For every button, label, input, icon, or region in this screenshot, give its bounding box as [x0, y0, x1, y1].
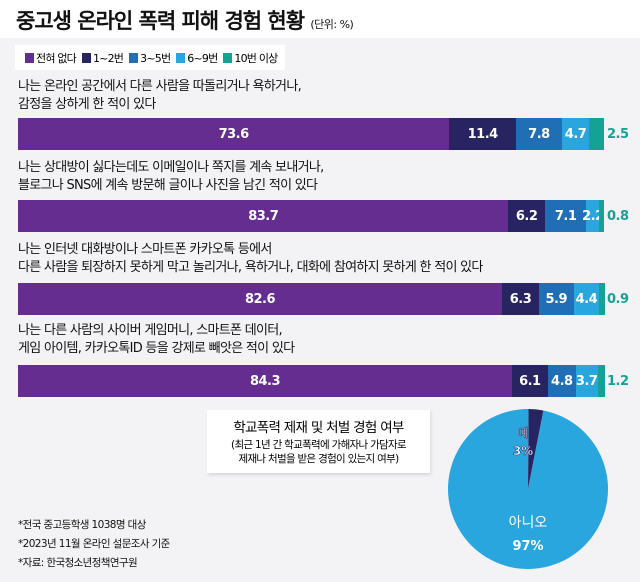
question-line: 나는 상대방이 싫다는데도 이메일이나 쪽지를 계속 보내거나,: [18, 160, 324, 175]
pie-slice: [528, 409, 544, 489]
legend-swatch: [176, 52, 186, 63]
question-label: 나는 온라인 공간에서 다른 사람을 따돌리거나 욕하거나, 감정을 상하게 한 …: [18, 78, 302, 114]
question-label: 나는 다른 사람의 사이버 게임머니, 스마트폰 데이터, 게임 아이템, 카카오…: [18, 322, 295, 358]
data-label: 0.8: [607, 208, 629, 224]
data-label: 3.7: [575, 373, 598, 389]
pie-label: 아니오: [509, 515, 548, 531]
data-label: 11.4: [467, 126, 499, 142]
data-label: 1.2: [607, 373, 629, 389]
legend-label: 3~5번: [140, 51, 171, 65]
data-label: 4.7: [564, 126, 587, 142]
title-text: 중고생 온라인 폭력 피해 경험 현황: [16, 9, 305, 33]
bar-segment: [599, 283, 605, 315]
bar-segment: 6.1: [511, 365, 548, 397]
legend-item: 3~5번: [129, 50, 171, 66]
bar-segment: 3.7: [575, 365, 598, 397]
bar-segment: 73.6: [18, 118, 450, 150]
bar-segment: 4.4: [573, 283, 600, 315]
pie-value-label: 3%: [513, 444, 533, 458]
bar-segment: 4.7: [561, 118, 590, 150]
legend-item: 전혀 없다: [25, 50, 77, 66]
pie-slice: [448, 409, 608, 569]
data-label: 4.8: [551, 373, 573, 389]
bar-segment: 7.8: [516, 118, 562, 150]
bar-segment: 82.6: [18, 283, 503, 315]
legend-swatch: [129, 52, 139, 63]
pie-label: 예: [517, 426, 528, 440]
bar-segment: 83.7: [18, 200, 509, 232]
stacked-bar: 73.6 11.4 7.8 4.7 2.5: [18, 118, 629, 150]
legend-item: 10번 이상: [223, 50, 278, 66]
unit-label: (단위: %): [310, 18, 354, 31]
legend: 전혀 없다 1~2번 3~5번 6~9번 10번 이상: [15, 45, 286, 70]
pie-subtitle-line: 제재나 처벌을 받은 경험이 있는지 여부): [238, 453, 400, 465]
legend-label: 1~2번: [92, 51, 124, 65]
data-label: 6.2: [515, 208, 538, 224]
question-line: 나는 온라인 공간에서 다른 사람을 따돌리거나 욕하거나,: [18, 79, 302, 94]
bar-segment: 11.4: [449, 118, 517, 150]
bar-segment: 7.1: [544, 200, 587, 232]
question-line: 게임 아이템, 카카오톡ID 등을 강제로 빼앗은 적이 있다: [18, 341, 295, 356]
bar-segment: 5.9: [538, 283, 574, 315]
legend-label: 6~9번: [187, 51, 218, 65]
pie-value-label: 97%: [512, 539, 543, 554]
data-label: 6.1: [519, 373, 541, 389]
data-label: 7.1: [554, 208, 577, 224]
bar-segment: 6.3: [502, 283, 539, 315]
data-label: 0.9: [607, 291, 629, 307]
question-label: 나는 상대방이 싫다는데도 이메일이나 쪽지를 계속 보내거나, 블로그나 SNS…: [18, 159, 324, 195]
bar-segment: [597, 365, 605, 397]
legend-label: 전혀 없다: [36, 51, 77, 65]
stacked-bar: 83.7 6.2 7.1 2.2 0.8: [18, 200, 629, 232]
question-line: 다른 사람을 퇴장하지 못하게 막고 놀리거나, 욕하거나, 대화에 참여하지 …: [18, 260, 483, 275]
data-label: 4.4: [575, 291, 598, 307]
pie-subtitle-line: (최근 1년 간 학교폭력에 가해자나 가담자로: [231, 439, 407, 451]
stacked-bar: 84.3 6.1 4.8 3.7 1.2: [18, 365, 629, 397]
bar-segment: [599, 200, 604, 232]
data-label: 73.6: [218, 126, 250, 142]
pie-caption-box: 학교폭력 제재 및 처벌 경험 여부 (최근 1년 간 학교폭력에 가해자나 가…: [207, 410, 430, 473]
question-line: 나는 다른 사람의 사이버 게임머니, 스마트폰 데이터,: [18, 323, 283, 338]
bar-segment: 6.2: [508, 200, 545, 232]
data-label: 7.8: [528, 126, 550, 142]
bar-segment: 4.8: [547, 365, 576, 397]
legend-item: 6~9번: [176, 50, 218, 66]
question-line: 블로그나 SNS에 계속 방문해 글이나 사진을 남긴 적이 있다: [18, 178, 318, 193]
page-title: 중고생 온라인 폭력 피해 경험 현황 (단위: %): [16, 5, 354, 35]
legend-item: 1~2번: [81, 50, 124, 66]
bar-segment: [589, 118, 604, 150]
legend-label: 10번 이상: [234, 51, 278, 65]
bar-segment: 84.3: [18, 365, 512, 397]
question-line: 나는 인터넷 대화방이나 스마트폰 카카오톡 등에서: [18, 242, 272, 257]
pie-title: 학교폭력 제재 및 처벌 경험 여부: [233, 420, 404, 436]
legend-swatch: [25, 52, 34, 63]
pie-chart: 예 3% 아니오 97%: [448, 409, 608, 569]
data-label: 84.3: [249, 373, 281, 389]
question-line: 감정을 상하게 한 적이 있다: [18, 97, 156, 112]
data-label: 2.5: [607, 126, 629, 142]
data-label: 5.9: [545, 291, 567, 307]
data-label: 82.6: [244, 291, 276, 307]
footnote: *자료: 한국청소년정책연구원: [18, 557, 138, 569]
data-label: 2.2: [582, 208, 604, 224]
data-label: 6.3: [509, 291, 532, 307]
footnote: *전국 중고등학생 1038명 대상: [18, 519, 146, 531]
stacked-bar: 82.6 6.3 5.9 4.4 0.9: [18, 283, 629, 315]
bar-segment: 2.2: [582, 200, 604, 232]
data-label: 83.7: [248, 208, 279, 224]
legend-swatch: [81, 52, 91, 63]
legend-swatch: [223, 52, 233, 63]
footnote: *2023년 11월 온라인 설문조사 기준: [18, 538, 170, 550]
